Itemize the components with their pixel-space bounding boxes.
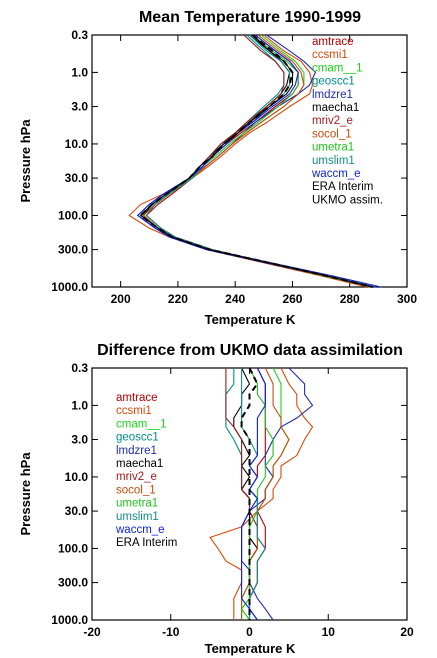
chart-title: Difference from UKMO data assimilation: [97, 342, 403, 359]
legend-entry: ccsmi1: [312, 49, 348, 61]
y-tick-label: 0.3: [71, 361, 88, 375]
legend-entry: umetra1: [312, 142, 354, 154]
panel-difference: Difference from UKMO data assimilation 0…: [18, 342, 414, 656]
x-tick-label: 10: [322, 625, 336, 639]
x-tick-label: 240: [225, 292, 245, 306]
x-axis-label: Temperature K: [205, 641, 296, 656]
series-lines: [128, 34, 382, 288]
y-tick-label: 0.3: [71, 28, 88, 42]
y-tick-label: 1000.0: [51, 280, 88, 294]
y-tick-label: 1.0: [71, 398, 88, 412]
x-tick-label: 260: [282, 292, 302, 306]
legend-entry: lmdzre1: [312, 89, 353, 101]
series-lines: [209, 367, 314, 621]
legend-entry: mriv2_e: [312, 115, 353, 127]
chart-title: Mean Temperature 1990-1999: [139, 9, 361, 26]
x-tick-label: 200: [111, 292, 131, 306]
y-tick-label: 1.0: [71, 65, 88, 79]
y-axis-label: Pressure hPa: [18, 119, 33, 203]
legend-entry: maecha1: [312, 102, 359, 114]
x-axis-label: Temperature K: [205, 312, 296, 327]
legend-entry: umslim1: [312, 155, 355, 167]
x-tick-label: 280: [340, 292, 360, 306]
legend-entry: ERA Interim: [312, 181, 373, 193]
y-tick-label: 100.0: [58, 208, 88, 222]
legend-entry: umslim1: [116, 511, 159, 523]
legend-entry: UKMO assim.: [312, 194, 383, 206]
series-line: [241, 367, 314, 621]
y-tick-label: 3.0: [71, 100, 88, 114]
legend-entry: waccm_e: [311, 168, 361, 180]
series-line: [139, 34, 373, 288]
series-line: [240, 367, 259, 620]
tick-marks: [92, 34, 408, 288]
x-tick-label: 220: [168, 292, 188, 306]
y-tick-label: 1000.0: [51, 613, 88, 627]
panel-mean-temperature: Mean Temperature 1990-1999 0.3 1.0 3.0 10.0…: [18, 9, 417, 327]
legend-entry: umetra1: [116, 498, 158, 510]
legend-entry: ERA Interim: [116, 537, 177, 549]
legend-entry: geoscc1: [116, 432, 159, 444]
legend-entry: amtrace: [116, 392, 158, 404]
legend-entry: amtrace: [312, 36, 354, 48]
legend-entry: waccm_e: [115, 524, 165, 536]
legend-entry: ccsmi1: [116, 405, 152, 417]
legend-entry: maecha1: [116, 458, 163, 470]
tick-marks: [91, 367, 408, 621]
y-tick-label: 30.0: [65, 504, 89, 518]
x-tick-label: 0: [246, 625, 253, 639]
legend-entry: socol_1: [312, 128, 352, 140]
y-tick-labels: 0.3 1.0 3.0 10.0 30.0 100.0 300.0 1000.0: [51, 28, 88, 294]
legend-entry: mriv2_e: [116, 471, 157, 483]
series-line: [225, 368, 266, 620]
x-tick-label: -20: [83, 625, 101, 639]
x-tick-label: -10: [162, 625, 180, 639]
series-line: [241, 367, 266, 621]
x-tick-label: 300: [397, 292, 417, 306]
y-tick-label: 300.0: [58, 243, 88, 257]
legend-entry: geoscc1: [312, 76, 355, 88]
x-tick-labels: 200 220 240 260 280 300: [111, 292, 418, 306]
y-axis-label: Pressure hPa: [18, 452, 33, 536]
legend-entry: socol_1: [116, 484, 156, 496]
y-tick-label: 100.0: [58, 541, 88, 555]
y-tick-label: 300.0: [58, 576, 88, 590]
x-tick-label: 20: [400, 625, 414, 639]
legend-entry: cmam__1: [116, 418, 167, 430]
y-tick-label: 10.0: [65, 137, 89, 151]
y-tick-label: 30.0: [65, 171, 89, 185]
y-tick-labels: 0.3 1.0 3.0 10.0 30.0 100.0 300.0 1000.0: [51, 361, 88, 627]
legend-entry: lmdzre1: [116, 445, 157, 457]
y-tick-label: 10.0: [65, 470, 89, 484]
x-tick-labels: -20 -10 0 10 20: [83, 625, 414, 639]
y-tick-label: 3.0: [71, 433, 88, 447]
series-line: [240, 367, 274, 621]
legend-entry: cmam__1: [312, 62, 363, 74]
